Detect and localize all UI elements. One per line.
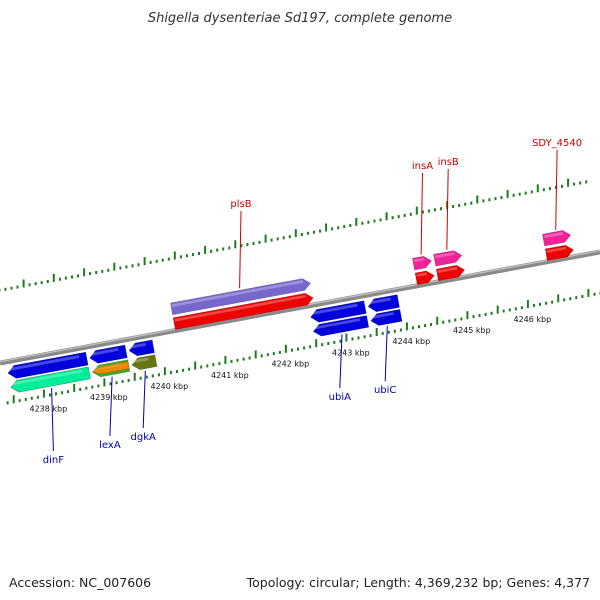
scale-tick-label: 4245 kbp <box>453 326 491 335</box>
forward-gene-arrow-shine <box>434 252 455 259</box>
scale-tick-label: 4240 kbp <box>151 382 189 391</box>
reverse-cds-arrow <box>312 315 370 337</box>
scale-tick-label: 4244 kbp <box>393 337 431 346</box>
forward-cds-arrow <box>172 292 314 330</box>
scale-tick-label: 4238 kbp <box>30 404 68 413</box>
leader-line-dgkA <box>142 370 146 429</box>
gene-label-SDY_4540: SDY_4540 <box>532 138 582 149</box>
forward-gene-arrow <box>170 278 312 316</box>
gene-label-lexA: lexA <box>99 440 121 451</box>
reverse-cds-arrow-shine <box>313 318 361 330</box>
gene-labels: plsB insA insB SDY_4540 dinF lexA dgkA ubiA ubiC <box>43 138 582 466</box>
scale-tick-labels: 4238 kbp 4239 kbp 4240 kbp 4241 kbp 4242 kbp… <box>30 315 552 414</box>
reverse-gene-arrow-shine <box>129 342 146 349</box>
topology-summary: Topology: circular; Length: 4,369,232 bp… <box>246 575 590 590</box>
reverse-gene-arrow <box>310 300 367 323</box>
scale-tick-label: 4242 kbp <box>272 360 310 369</box>
accession-label: Accession: NC_007606 <box>9 575 151 590</box>
gene-label-insA: insA <box>412 161 433 172</box>
reverse-cds-arrow-shine <box>370 312 394 319</box>
reverse-cds-arrow <box>370 309 403 326</box>
gene-label-ubiA: ubiA <box>329 392 351 403</box>
reverse-gene-arrow-shine <box>368 297 391 305</box>
scale-tick-label: 4241 kbp <box>211 371 249 380</box>
reverse-strand-ticks <box>6 288 600 405</box>
forward-cds-arrow <box>414 270 435 286</box>
reverse-gene-arrow <box>89 344 128 364</box>
reverse-cds-arrow <box>10 366 91 393</box>
leader-line-ubiA <box>339 334 343 389</box>
forward-strand-ticks <box>0 178 588 292</box>
reverse-gene-arrow-shine <box>310 303 358 316</box>
leader-line-plsB <box>239 210 242 289</box>
forward-gene-arrow <box>412 255 433 271</box>
forward-cds-arrow <box>435 264 466 282</box>
forward-cds-arrow-shine <box>174 294 306 322</box>
leader-line-insA <box>420 172 423 255</box>
leader-line-lexA <box>109 376 113 437</box>
reverse-gene-arrow <box>7 351 89 379</box>
reverse-gene-arrow <box>128 339 155 357</box>
reverse-cds-arrow-shine <box>11 369 83 386</box>
scale-tick-label: 4246 kbp <box>514 315 552 324</box>
genome-backbone <box>0 249 600 366</box>
gene-label-ubiC: ubiC <box>374 385 396 396</box>
reverse-gene-arrow <box>367 294 400 313</box>
forward-gene-arrow-shine <box>543 231 564 239</box>
scale-tick-label: 4239 kbp <box>90 393 128 402</box>
forward-cds-arrow-shine <box>437 266 458 273</box>
forward-gene-arrow <box>433 250 463 267</box>
backbone-line <box>0 249 600 366</box>
scale-tick-label: 4243 kbp <box>332 348 370 357</box>
leader-line-SDY_4540 <box>555 149 558 230</box>
leader-line-insB <box>446 168 449 250</box>
gene-label-plsB: plsB <box>230 199 251 210</box>
reverse-cds-arrow <box>131 354 158 371</box>
gene-label-dinF: dinF <box>43 455 64 466</box>
reverse-cds-arrow-shine <box>132 357 149 364</box>
leader-line-ubiC <box>384 325 388 382</box>
reverse-cds-arrow-shine <box>93 364 122 371</box>
gene-label-dgkA: dgkA <box>131 432 156 443</box>
reverse-gene-arrow-shine <box>89 347 119 356</box>
reverse-cds-arrow <box>91 361 130 375</box>
gene-label-insB: insB <box>438 157 459 168</box>
forward-gene-arrow <box>542 230 572 247</box>
leader-line-dinF <box>51 387 54 452</box>
forward-cds-arrow-shine <box>546 246 567 253</box>
genome-title: Shigella dysenteriae Sd197, complete gen… <box>148 11 452 26</box>
forward-gene-arrow-shine <box>171 280 304 307</box>
forward-cds-arrow <box>544 244 574 262</box>
feature-track <box>7 230 574 393</box>
forward-gene-arrow-shine <box>413 257 425 263</box>
forward-cds-arrow-shine <box>416 272 427 277</box>
reverse-gene-arrow-shine <box>8 355 80 372</box>
